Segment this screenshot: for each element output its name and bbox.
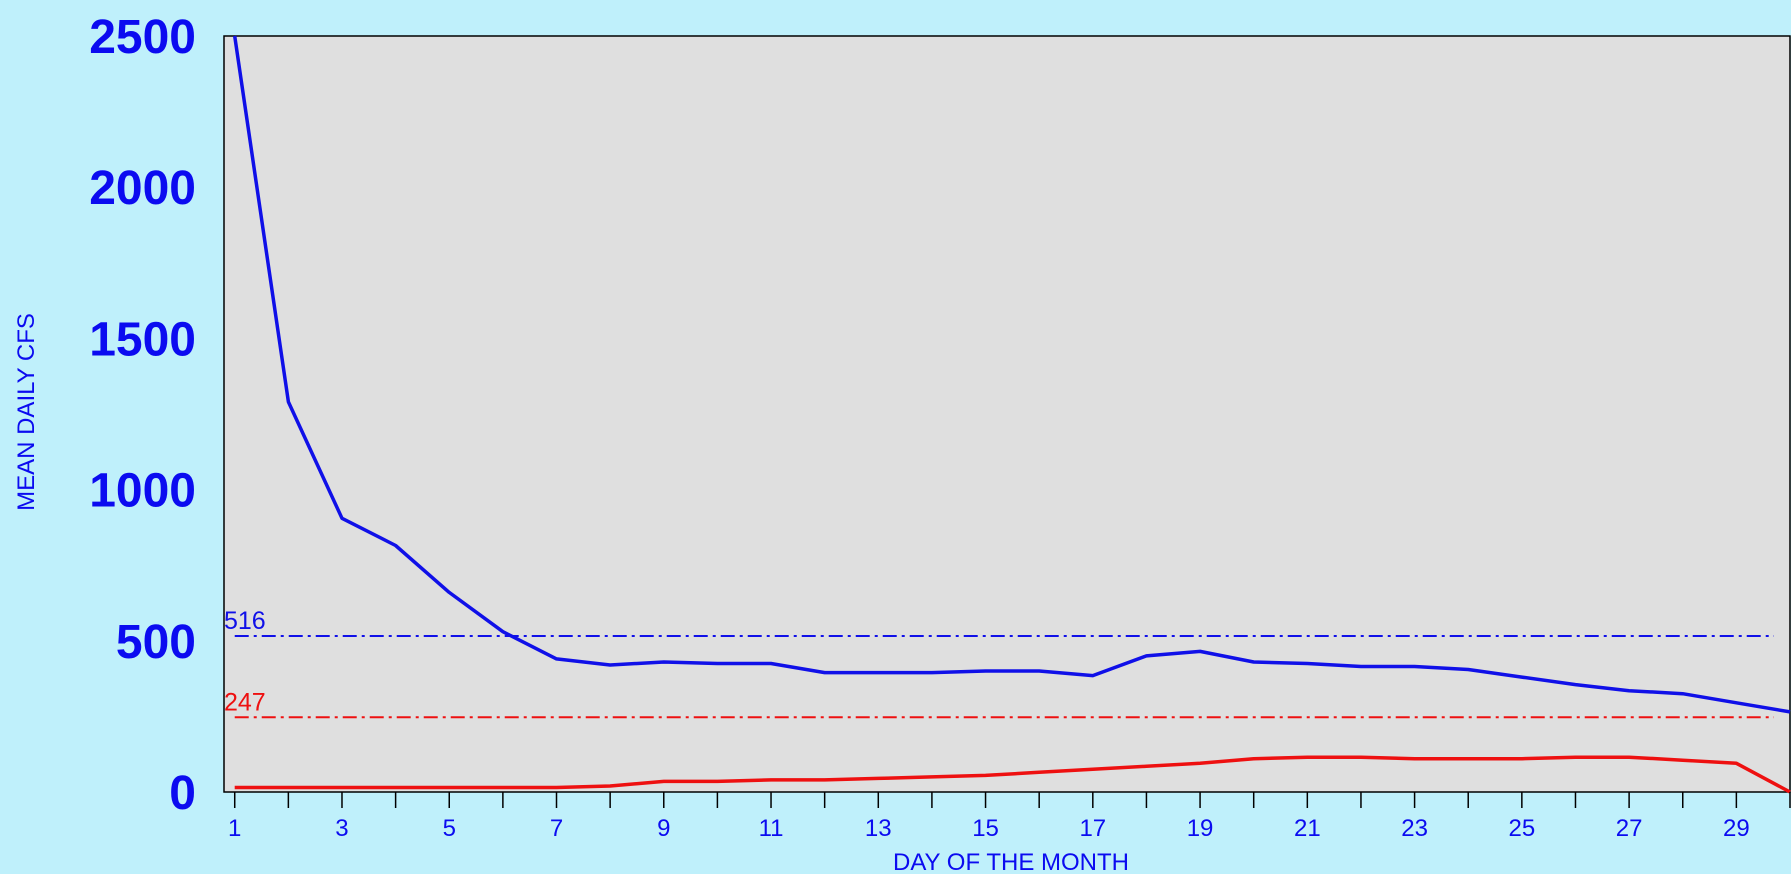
reference-lines: 516 247 xyxy=(224,607,1774,719)
data-series xyxy=(232,35,1791,794)
x-axis-label: DAY OF THE MONTH xyxy=(893,849,1129,874)
y-tick-label: 500 xyxy=(116,616,196,669)
reference-label-247: 247 xyxy=(224,688,266,716)
x-tick-label: 15 xyxy=(972,815,999,842)
x-tick-label: 25 xyxy=(1508,815,1535,842)
x-tick-label: 17 xyxy=(1079,815,1106,842)
x-tick-label: 1 xyxy=(228,815,241,842)
x-tick-label: 9 xyxy=(657,815,670,842)
x-tick-label: 3 xyxy=(335,815,348,842)
x-tick-label: 29 xyxy=(1723,815,1750,842)
reference-label-516: 516 xyxy=(224,607,266,635)
y-tick-label: 1000 xyxy=(89,465,196,518)
plot-area xyxy=(223,35,1791,793)
y-axis: 0 500 1000 1500 2000 2500 xyxy=(89,11,196,820)
x-tick-label: 13 xyxy=(865,815,892,842)
series-line-1 xyxy=(232,35,1791,714)
y-tick-label: 1500 xyxy=(89,313,196,366)
y-tick-label: 2500 xyxy=(89,11,196,64)
series-line-2 xyxy=(234,755,1791,794)
x-tick-label: 7 xyxy=(550,815,563,842)
x-tick-label: 21 xyxy=(1294,815,1321,842)
y-axis-label: MEAN DAILY CFS xyxy=(13,313,40,511)
x-axis: 1 3 5 7 9 11 13 15 17 19 21 23 25 27 29 xyxy=(228,792,1791,842)
x-tick-label: 27 xyxy=(1616,815,1643,842)
y-tick-label: 2000 xyxy=(89,162,196,215)
x-tick-label: 19 xyxy=(1187,815,1214,842)
y-tick-label: 0 xyxy=(169,767,196,820)
x-tick-label: 23 xyxy=(1401,815,1428,842)
x-tick-label: 11 xyxy=(759,815,784,842)
x-tick-label: 5 xyxy=(443,815,456,842)
